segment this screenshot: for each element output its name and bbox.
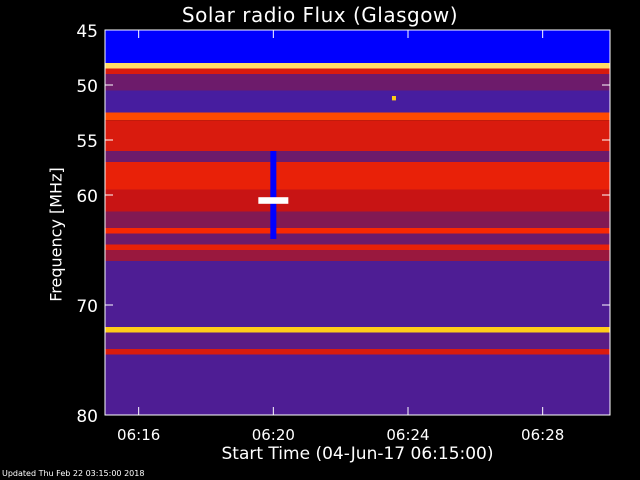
spectrum-band (105, 68, 610, 74)
spectrum-band (105, 151, 610, 162)
spectrum-band (105, 112, 610, 121)
spectrum-band (105, 332, 610, 349)
y-tick-label: 50 (76, 77, 98, 97)
updated-timestamp: Updated Thu Feb 22 03:15:00 2018 (2, 469, 145, 478)
spectrum-band (105, 228, 610, 234)
spectrum-band (105, 233, 610, 245)
spectrum-feature-burst (270, 151, 277, 239)
y-tick-label: 80 (76, 407, 98, 427)
spectrum-band (105, 90, 610, 113)
chart-title: Solar radio Flux (Glasgow) (181, 3, 459, 27)
spectrum-band (105, 261, 610, 327)
spectrum-feature-burst-core (258, 197, 289, 204)
spectrum-feature-spot (391, 96, 396, 101)
spectrum-band (105, 354, 610, 415)
x-axis-label: Start Time (04-Jun-17 06:15:00) (221, 444, 494, 464)
axes: 45 50 55 60 70 80 06:16 06:20 06:24 06:28 (76, 22, 611, 444)
x-tick-label: 06:28 (521, 426, 564, 444)
spectrum-band (105, 211, 610, 228)
x-tick-label: 06:16 (117, 426, 160, 444)
spectrum-band (105, 189, 610, 212)
spectrum-band (105, 349, 610, 355)
spectrum-band (105, 162, 610, 190)
spectrum-band (105, 250, 610, 261)
y-tick-label: 70 (76, 297, 98, 317)
spectrum-band (105, 74, 610, 91)
y-tick-label: 45 (76, 22, 98, 42)
plot-frame (104, 29, 611, 416)
plot-area (105, 30, 610, 415)
spectrum-band (105, 30, 610, 63)
x-tick-label: 06:24 (386, 426, 429, 444)
spectrum-band (105, 63, 610, 69)
y-tick-label: 60 (76, 187, 98, 207)
x-tick-label: 06:20 (252, 426, 295, 444)
y-axis-label: Frequency [MHz] (46, 167, 66, 302)
spectrum-band (105, 327, 610, 333)
spectrum-band (105, 120, 610, 151)
y-tick-label: 55 (76, 132, 98, 152)
spectrum-band (105, 244, 610, 250)
